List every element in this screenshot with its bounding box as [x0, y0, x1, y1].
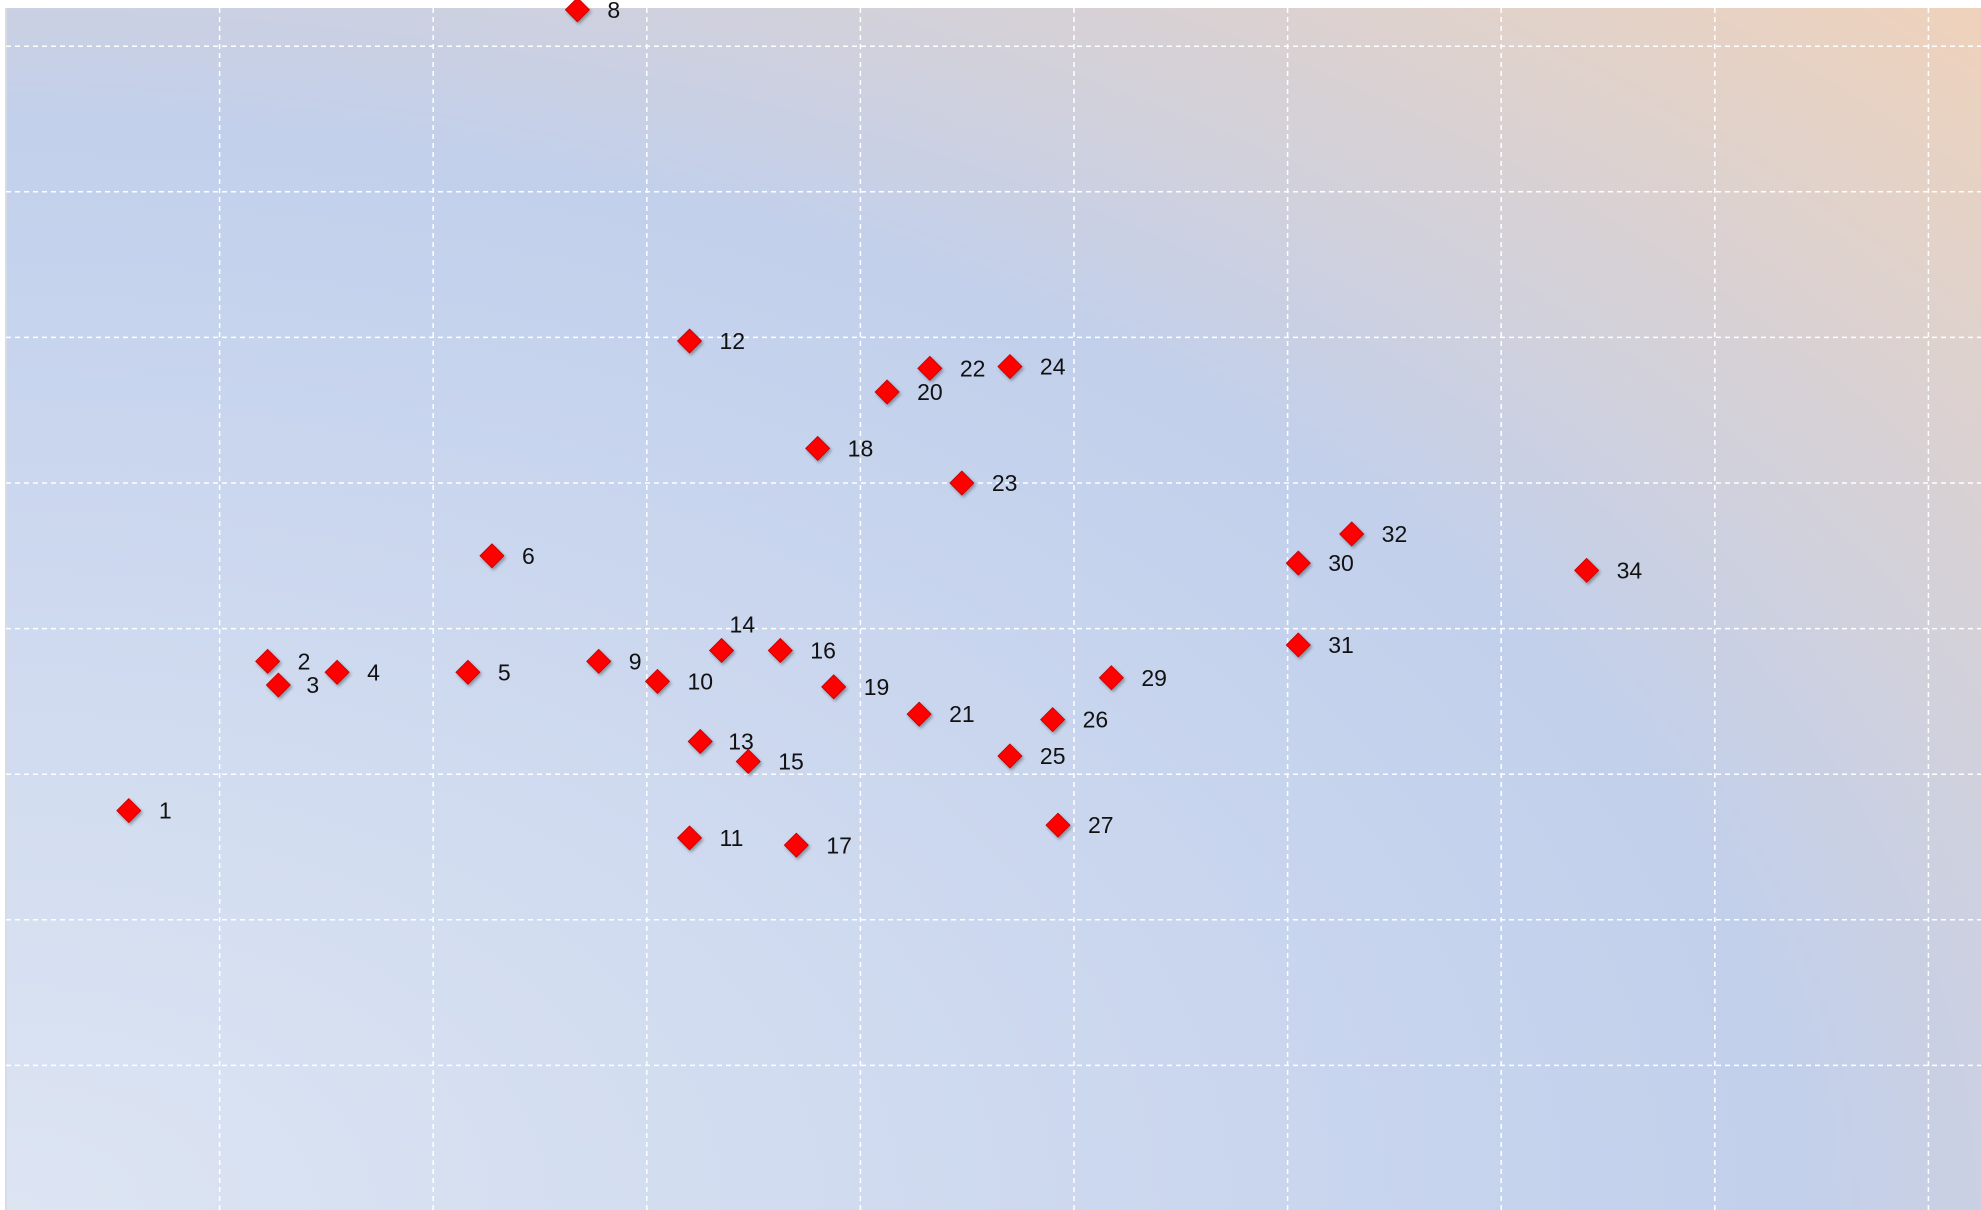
point-label: 5 [498, 659, 511, 685]
point-17: 17 [783, 832, 852, 858]
diamond-marker [997, 743, 1023, 769]
diamond-marker [917, 355, 943, 381]
point-label: 24 [1040, 354, 1066, 380]
point-label: 9 [629, 648, 642, 674]
point-22: 22 [917, 355, 986, 381]
point-label: 34 [1617, 557, 1643, 583]
point-label: 15 [778, 749, 804, 775]
diamond-marker [676, 328, 703, 354]
point-29: 29 [1098, 665, 1167, 691]
point-label: 6 [522, 543, 535, 569]
point-1: 1 [116, 798, 172, 824]
point-14: 14 [708, 612, 756, 664]
diamond-marker [479, 543, 505, 569]
diamond-marker [1040, 707, 1066, 733]
point-label: 4 [367, 659, 380, 685]
point-23: 23 [949, 470, 1018, 496]
plot-background [6, 8, 1981, 1210]
point-label: 18 [848, 435, 874, 461]
diamond-marker [1098, 665, 1124, 691]
point-18: 18 [805, 435, 874, 461]
point-label: 10 [687, 668, 713, 694]
diamond-marker [949, 470, 975, 496]
point-label: 32 [1382, 521, 1408, 547]
diamond-marker [821, 674, 847, 700]
point-label: 25 [1040, 743, 1066, 769]
diamond-marker [255, 648, 281, 674]
diamond-marker [1045, 812, 1071, 838]
diamond-marker [455, 659, 481, 685]
point-30: 30 [1285, 550, 1354, 576]
point-label: 19 [864, 674, 890, 700]
point-10: 10 [644, 668, 713, 694]
point-label: 8 [607, 0, 620, 23]
point-label: 27 [1088, 812, 1114, 838]
point-34: 34 [1574, 557, 1643, 583]
point-19: 19 [821, 674, 890, 700]
diamond-marker [687, 728, 713, 755]
point-label: 12 [720, 328, 746, 354]
diamond-marker [783, 832, 809, 858]
point-31: 31 [1285, 632, 1354, 658]
diamond-marker [1285, 632, 1311, 658]
point-27: 27 [1045, 812, 1114, 838]
point-21: 21 [906, 701, 975, 727]
diamond-marker [997, 353, 1023, 380]
point-label: 14 [730, 612, 756, 638]
point-32: 32 [1339, 521, 1408, 547]
point-25: 25 [997, 743, 1066, 769]
point-15: 15 [735, 748, 804, 775]
point-8: 8 [564, 0, 620, 23]
diamond-marker [874, 379, 900, 405]
diamond-marker [708, 637, 735, 664]
diamond-marker [564, 0, 590, 23]
point-11: 11 [676, 825, 744, 851]
diamond-marker [676, 825, 703, 851]
diamond-marker [116, 798, 142, 824]
point-13: 13 [687, 728, 754, 755]
diamond-marker [1339, 521, 1365, 547]
point-label: 2 [298, 648, 311, 674]
point-label: 31 [1328, 632, 1354, 658]
point-2: 2 [255, 648, 311, 674]
diamond-marker [735, 748, 761, 775]
point-label: 1 [159, 798, 172, 824]
diamond-marker [586, 648, 612, 674]
point-label: 3 [306, 672, 319, 698]
diamond-marker [644, 668, 671, 694]
point-9: 9 [586, 648, 642, 674]
point-label: 29 [1141, 665, 1167, 691]
point-12: 12 [676, 328, 746, 354]
diamond-marker [1285, 550, 1311, 576]
point-label: 26 [1083, 707, 1109, 733]
point-3: 3 [265, 672, 319, 698]
point-label: 22 [960, 355, 986, 381]
point-label: 21 [949, 701, 975, 727]
point-26: 26 [1040, 707, 1109, 733]
point-5: 5 [455, 659, 511, 685]
point-label: 17 [826, 832, 852, 858]
point-label: 11 [720, 825, 744, 851]
diamond-marker [265, 672, 291, 698]
diamond-marker [1574, 557, 1600, 583]
point-20: 20 [874, 379, 943, 405]
diamond-marker [324, 659, 350, 685]
diamond-marker [805, 435, 831, 461]
point-label: 20 [917, 379, 943, 405]
diamond-marker [906, 701, 932, 727]
diamond-marker [767, 637, 793, 664]
point-label: 16 [810, 638, 836, 664]
data-points: 123 4 568910111213141516171819202122232425… [116, 0, 1643, 858]
point-label: 30 [1328, 550, 1354, 576]
point-label: 23 [992, 470, 1018, 496]
point-16: 16 [767, 637, 836, 664]
point-4: 4 [324, 659, 380, 685]
grid [5, 8, 1981, 1210]
point-6: 6 [479, 543, 535, 569]
point-24: 24 [997, 353, 1066, 380]
